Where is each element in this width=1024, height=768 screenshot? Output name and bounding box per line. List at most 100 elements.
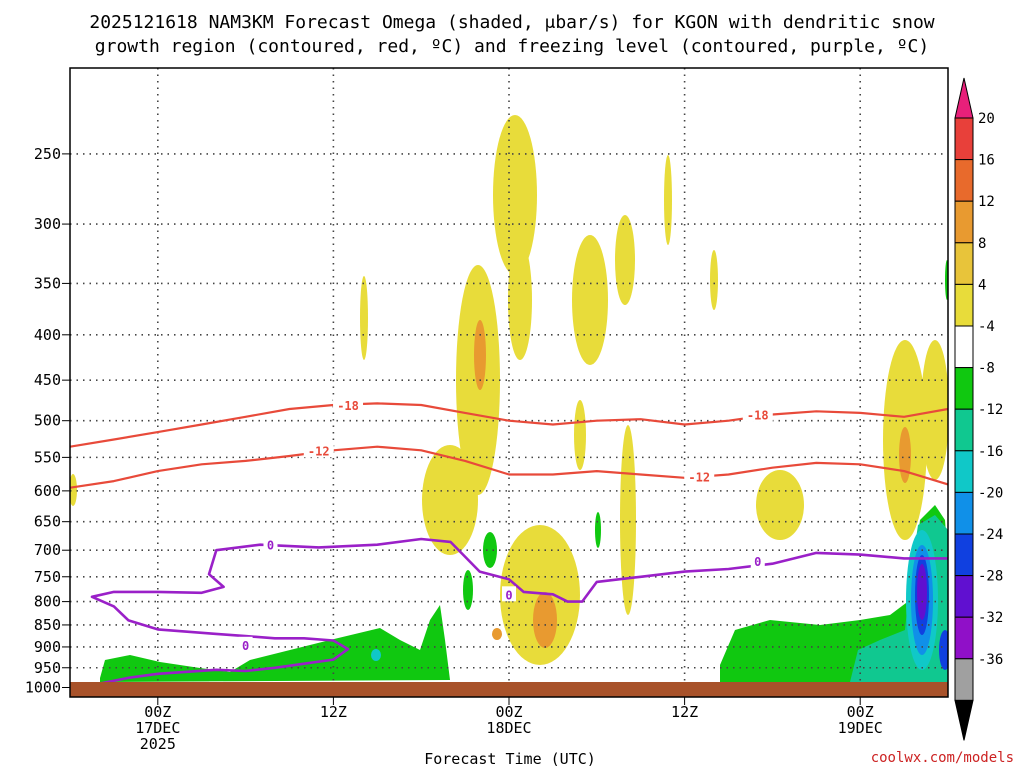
contour-label-bg [303,442,334,458]
y-tick-label: 550 [34,448,61,466]
colorbar-segment [954,533,974,577]
omega-area [921,340,948,480]
x-tick-label: 00Z [144,703,171,721]
y-tick-label: 600 [34,482,61,500]
x-tick-label: 2025 [140,735,176,753]
contour-line-0 [70,537,948,691]
omega-area [463,570,473,610]
ground-layer [70,682,948,697]
omega-area [574,400,586,470]
y-tick-label: 700 [34,541,61,559]
contour-label-bg [502,586,516,602]
chart-title-line2: growth region (contoured, red, ºC) and f… [95,36,929,57]
contour-line--12 [70,445,948,489]
colorbar-segment [954,77,974,119]
colorbar-label: -16 [978,444,1003,460]
x-axis-label: Forecast Time (UTC) [424,750,596,768]
omega-area [939,630,948,670]
x-tick-label: 18DEC [486,719,531,737]
x-tick-label: 19DEC [838,719,883,737]
colorbar-label: 4 [978,277,986,293]
y-tick-label: 300 [34,215,61,233]
omega-area [508,240,532,360]
colorbar-segment [954,408,974,452]
y-tick-label: 900 [34,638,61,656]
y-tick-label: 250 [34,145,61,163]
colorbar-label: -24 [978,527,1003,543]
colorbar-label: -8 [978,361,995,377]
contour-line--18 [70,402,948,448]
x-tick-label: 17DEC [135,719,180,737]
colorbar-label: -4 [978,319,995,335]
contour-label: -12 [688,470,710,484]
omega-area [756,470,804,540]
omega-area [533,592,557,648]
omega-area [572,235,608,365]
omega-area [492,628,502,640]
omega-area [615,215,635,305]
credit-text: coolwx.com/models [871,750,1014,766]
contour-label: 0 [242,639,249,653]
x-tick-label: 12Z [671,703,698,721]
omega-area [474,320,486,390]
contour-label-bg [238,636,253,652]
omega-area [664,155,672,245]
omega-area [422,445,478,555]
colorbar-segment [954,117,974,161]
y-tick-label: 500 [34,412,61,430]
omega-area [360,276,368,360]
colorbar-segment [954,159,974,202]
y-tick-label: 400 [34,326,61,344]
colorbar-label: -20 [978,485,1003,501]
y-tick-label: 450 [34,371,61,389]
contour-label: 0 [505,588,512,602]
omega-area [483,532,497,568]
colorbar-segment [954,491,974,535]
colorbar-segment [954,367,974,410]
colorbar-label: 20 [978,111,995,127]
omega-area [620,425,636,615]
colorbar-segment [954,699,974,741]
x-tick-label: 00Z [847,703,874,721]
omega-area [371,649,381,661]
y-tick-label: 1000 [25,678,61,696]
colorbar-segment [954,283,974,327]
colorbar-segment [954,616,974,660]
y-tick-label: 350 [34,274,61,292]
colorbar: 20 16 12 8 4 -4 -8 -12 -16 -20 -24 -28 -32 -36 [954,77,1003,741]
omega-area [100,605,450,682]
omega-area [70,474,77,506]
omega-area [917,564,927,620]
omega-area [493,115,537,275]
contour-label: -12 [308,444,330,458]
x-tick-label: 00Z [495,703,522,721]
colorbar-label: -36 [978,652,1003,668]
omega-area [710,250,718,310]
colorbar-label: 8 [978,236,986,252]
contour-label-bg [333,396,364,412]
colorbar-label: 16 [978,153,995,169]
colorbar-segment [954,575,974,618]
colorbar-label: -28 [978,569,1003,585]
omega-shading-layer [70,115,948,682]
colorbar-segment [954,450,974,493]
chart-title-line1: 2025121618 NAM3KM Forecast Omega (shaded… [89,12,934,33]
contour-label: -18 [337,399,359,413]
contour-label: -18 [747,408,769,422]
grid-lines [70,68,948,697]
contour-label-bg [750,553,765,569]
colorbar-label: 12 [978,194,995,210]
y-axis-ticks: 250 300 350 400 450 500 550 600 650 700 750 800 850 9… [25,145,70,696]
y-tick-label: 650 [34,513,61,531]
omega-area [899,427,911,483]
colorbar-segment [954,242,974,285]
colorbar-segment [954,325,974,369]
contour-label-bg [684,468,715,484]
y-tick-label: 950 [34,659,61,677]
colorbar-segment [954,200,974,244]
contour-label: 0 [267,539,274,553]
contour-label-bg [263,536,278,552]
colorbar-segment [954,658,974,701]
